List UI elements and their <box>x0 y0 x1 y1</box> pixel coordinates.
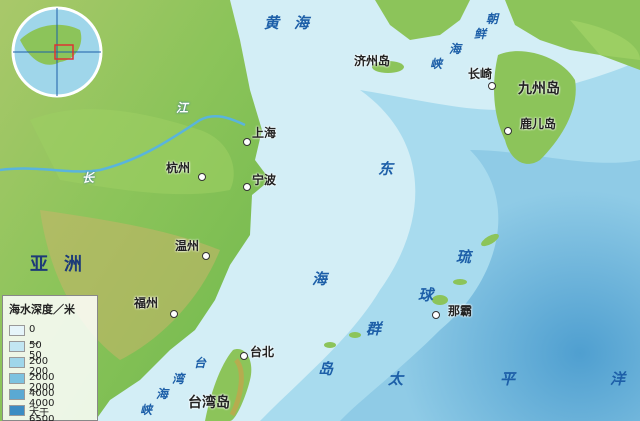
ryukyu-isle-3 <box>349 332 361 338</box>
legend-swatch <box>9 389 25 400</box>
taiwan-mountains <box>229 358 244 417</box>
sea-label-yellow-2: 海 <box>294 14 310 32</box>
deep-ocean <box>340 150 640 421</box>
sea-label-pacific-1: 太 <box>388 370 404 388</box>
legend-title: 海水深度／米 <box>9 303 75 316</box>
sea-label-pacific-2: 平 <box>500 370 516 388</box>
strait-korea-1: 朝 <box>486 12 499 26</box>
legend-label: 0～50 <box>29 324 42 361</box>
sea-label-yellow-1: 黄 <box>264 14 280 32</box>
city-marker-wenzhou <box>202 252 210 260</box>
land-label-jeju: 济州岛 <box>354 54 391 68</box>
legend-label: 大于6500 <box>29 408 54 421</box>
city-label-fuzhou: 福州 <box>134 296 159 310</box>
river-label-2: 长 <box>82 171 95 185</box>
city-label-taipei: 台北 <box>250 345 275 359</box>
strait-taiwan-1: 台 <box>194 356 207 370</box>
strait-taiwan-4: 峡 <box>140 403 153 417</box>
legend-label: 4000～6500 <box>29 388 55 421</box>
sea-label-pacific-3: 洋 <box>610 370 626 388</box>
globe-locator <box>54 44 74 60</box>
city-label-ningbo: 宁波 <box>252 173 277 187</box>
city-label-shanghai: 上海 <box>252 126 277 140</box>
depth-legend: 海水深度／米 0～50 50～200 200～2000 2000～4000 40… <box>2 295 98 421</box>
city-marker-taipei <box>240 352 248 360</box>
ryukyu-isle-1 <box>481 233 499 247</box>
city-label-nagasaki: 长崎 <box>468 67 493 81</box>
city-label-hangzhou: 杭州 <box>166 161 191 175</box>
legend-swatch <box>9 325 25 336</box>
land-label-taiwan: 台湾岛 <box>188 395 230 411</box>
land-label-asia-1: 亚 <box>30 254 48 275</box>
shikoku <box>570 20 640 60</box>
city-marker-shanghai <box>243 138 251 146</box>
strait-taiwan-2: 湾 <box>172 372 185 386</box>
legend-label: 50～200 <box>29 340 49 377</box>
city-marker-hangzhou <box>198 173 206 181</box>
city-label-wenzhou: 温州 <box>175 239 200 253</box>
sea-label-east-2: 海 <box>312 270 328 288</box>
ryukyu-isle-4 <box>324 342 336 348</box>
land-label-asia-2: 洲 <box>64 254 82 275</box>
legend-swatch <box>9 357 25 368</box>
city-marker-fuzhou <box>170 310 178 318</box>
land-label-ryukyu-1: 琉 <box>456 248 472 266</box>
jeju-island <box>372 61 404 73</box>
strait-korea-4: 峡 <box>430 57 443 71</box>
city-label-naha: 那霸 <box>448 304 473 318</box>
strait-taiwan-3: 海 <box>156 387 169 401</box>
land-label-kyushu: 九州岛 <box>518 81 560 97</box>
land-label-ryukyu-3: 群 <box>366 320 382 338</box>
city-marker-naha <box>432 311 440 319</box>
city-marker-nagasaki <box>488 82 496 90</box>
legend-swatch <box>9 341 25 352</box>
land-label-ryukyu-2: 球 <box>418 286 434 304</box>
river-label-1: 江 <box>176 101 189 115</box>
kyushu-island <box>494 51 576 164</box>
legend-swatch <box>9 405 25 416</box>
globe-land <box>20 24 82 65</box>
korea-peninsula <box>375 0 470 40</box>
sea-label-east-1: 东 <box>378 160 394 178</box>
strait-korea-2: 鲜 <box>474 27 487 41</box>
okinawa <box>432 295 448 305</box>
city-marker-ningbo <box>243 183 251 191</box>
city-marker-kagoshima <box>504 127 512 135</box>
yangtze-river <box>0 114 246 173</box>
city-label-kagoshima: 鹿儿岛 <box>520 117 557 131</box>
legend-label: 200～2000 <box>29 356 55 393</box>
legend-label: 2000～4000 <box>29 372 55 409</box>
legend-swatch <box>9 373 25 384</box>
land-label-ryukyu-4: 岛 <box>318 360 334 378</box>
strait-korea-3: 海 <box>449 42 462 56</box>
ryukyu-isle-2 <box>453 279 467 285</box>
